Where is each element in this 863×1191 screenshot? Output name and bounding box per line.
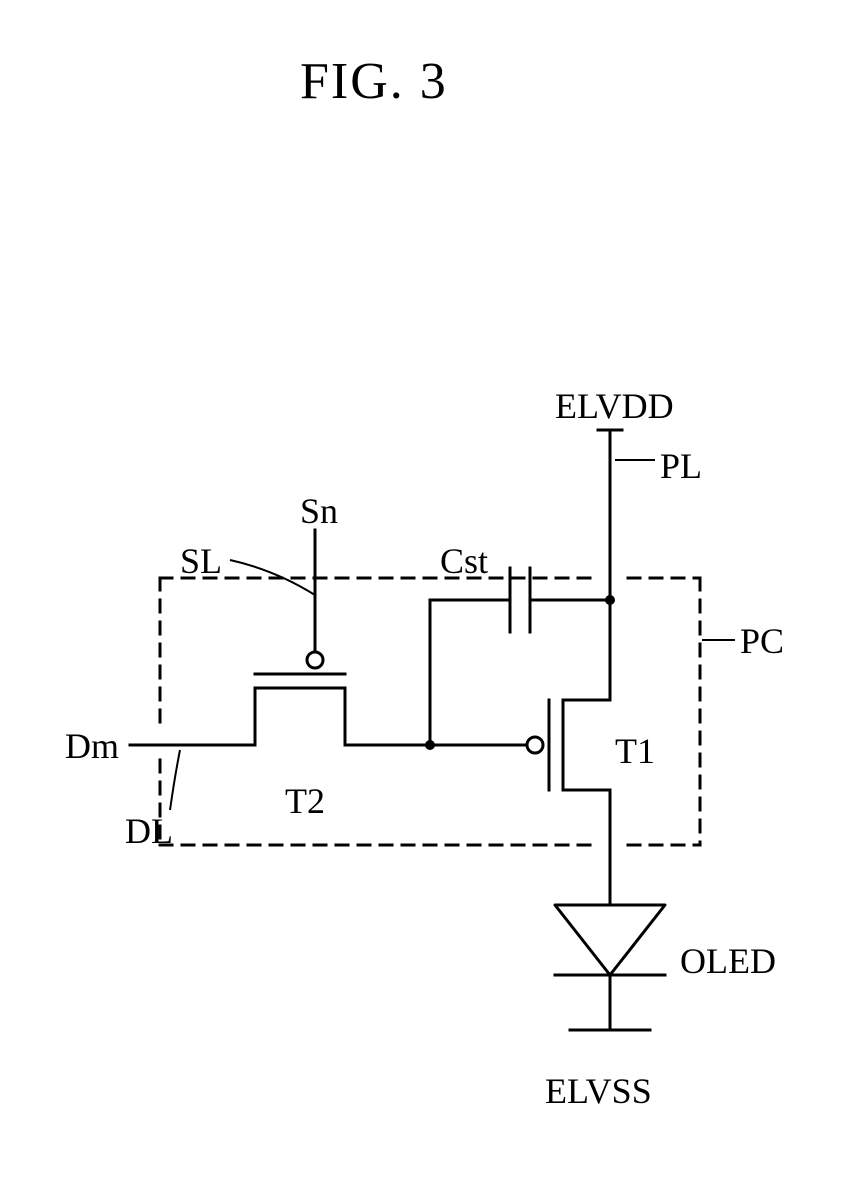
schematic-svg: [0, 0, 863, 1191]
figure-stage: FIG. 3 ELVDD PL Sn SL Cst PC Dm T2 T1 DL…: [0, 0, 863, 1191]
